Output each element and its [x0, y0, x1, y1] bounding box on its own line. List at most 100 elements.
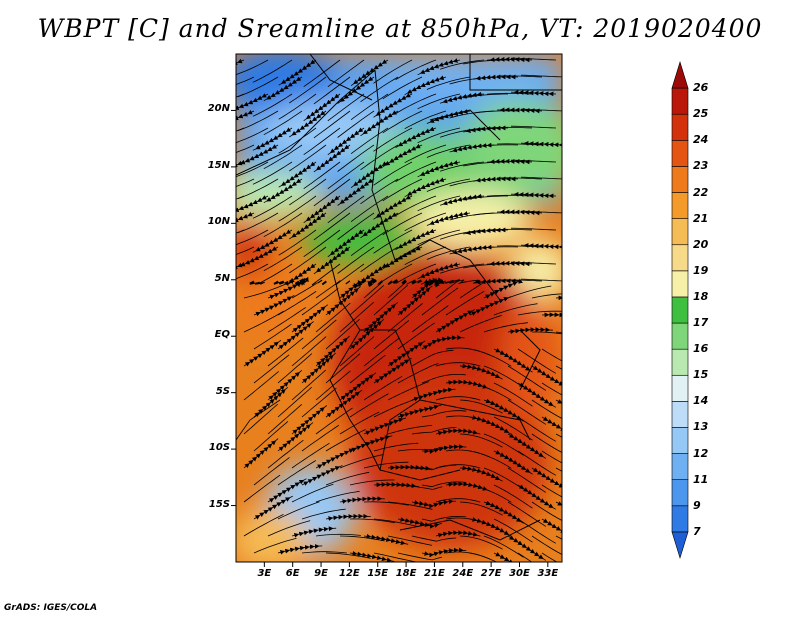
streamline — [435, 498, 481, 503]
streamline — [486, 56, 533, 63]
lon-tick-label: 21E — [424, 568, 445, 579]
streamline — [387, 464, 433, 471]
streamline — [520, 278, 562, 282]
streamline — [566, 519, 609, 529]
streamline — [421, 335, 465, 350]
streamline — [435, 396, 481, 401]
streamline — [469, 296, 512, 316]
streamline — [439, 91, 485, 104]
streamline — [404, 75, 447, 96]
lat-tick-label: EQ — [214, 329, 230, 341]
streamline — [289, 76, 327, 104]
streamline — [463, 227, 508, 236]
colorbar-level-label: 24 — [693, 133, 709, 147]
colorbar-level-label: 12 — [693, 446, 709, 460]
streamline — [263, 144, 303, 170]
streamline — [411, 427, 457, 435]
streamline — [313, 212, 351, 241]
lon-tick-label: 33E — [537, 568, 559, 579]
streamline — [301, 352, 336, 384]
streamline — [236, 161, 269, 178]
streamline — [426, 178, 471, 192]
colorbar-bin — [671, 60, 689, 89]
streamline — [395, 93, 437, 114]
streamline — [417, 58, 461, 76]
streamline — [301, 508, 346, 520]
streamline — [541, 382, 562, 396]
streamline — [360, 178, 399, 205]
colorbar-bin — [671, 374, 689, 402]
streamline — [360, 110, 399, 137]
streamline — [237, 144, 279, 166]
lon-tick-label: 15E — [367, 568, 389, 579]
streamline — [349, 479, 395, 486]
streamline — [243, 403, 278, 435]
streamline — [243, 514, 284, 537]
streamline — [507, 285, 552, 299]
streamline — [249, 280, 265, 285]
streamline — [566, 315, 610, 322]
streamline — [373, 442, 419, 452]
streamline — [517, 552, 533, 562]
streamline — [382, 110, 423, 134]
colorbar-bin — [671, 218, 689, 246]
streamline — [510, 261, 557, 265]
streamline — [566, 451, 609, 461]
streamline — [496, 209, 543, 216]
colorbar-bin — [671, 166, 689, 193]
streamline — [531, 365, 562, 388]
streamline — [363, 280, 384, 299]
streamline — [267, 277, 306, 300]
streamline — [435, 530, 481, 538]
streamline — [463, 93, 508, 99]
streamline — [337, 246, 375, 274]
streamline — [517, 484, 557, 510]
streamline — [373, 161, 413, 186]
streamline — [349, 550, 395, 562]
streamline — [327, 93, 365, 122]
lat-tick-label: 10S — [208, 442, 230, 454]
streamline — [325, 471, 370, 486]
streamline — [243, 474, 281, 503]
streamline — [517, 310, 562, 316]
streamline — [483, 278, 523, 299]
streamline — [486, 126, 533, 129]
streamline — [421, 444, 467, 454]
streamline — [301, 424, 340, 452]
streamline — [404, 144, 447, 164]
streamline — [236, 262, 245, 278]
streamline — [277, 422, 314, 452]
streamline — [253, 457, 290, 486]
streamline — [303, 161, 341, 190]
colorbar-bin — [671, 401, 689, 428]
colorbar-bin — [671, 348, 689, 376]
chart-title: WBPT [C] and Sreamline at 850hPa, VT: 20… — [37, 14, 763, 43]
streamline — [263, 76, 303, 102]
streamline — [517, 416, 557, 442]
colorbar-bin — [671, 531, 689, 560]
streamline — [483, 467, 524, 490]
streamline — [541, 450, 562, 464]
colorbar-bin — [671, 322, 689, 350]
streamline — [236, 127, 245, 132]
colorbar — [671, 60, 689, 560]
streamline — [555, 295, 562, 302]
streamline — [531, 535, 562, 555]
streamline — [411, 499, 457, 509]
streamline — [363, 461, 409, 469]
lon-tick-label: 27E — [480, 568, 502, 579]
axis-ticks — [231, 109, 549, 567]
streamline — [439, 263, 485, 274]
streamline — [473, 74, 519, 81]
streamline — [277, 290, 317, 316]
colorbar-level-label: 11 — [693, 472, 709, 486]
streamline — [263, 246, 303, 272]
streamlines — [236, 56, 610, 562]
streamline — [313, 110, 351, 139]
streamline — [417, 229, 461, 246]
streamline — [493, 303, 538, 316]
colorbar-bin — [671, 192, 689, 219]
streamline — [435, 428, 481, 436]
streamline — [236, 93, 269, 112]
